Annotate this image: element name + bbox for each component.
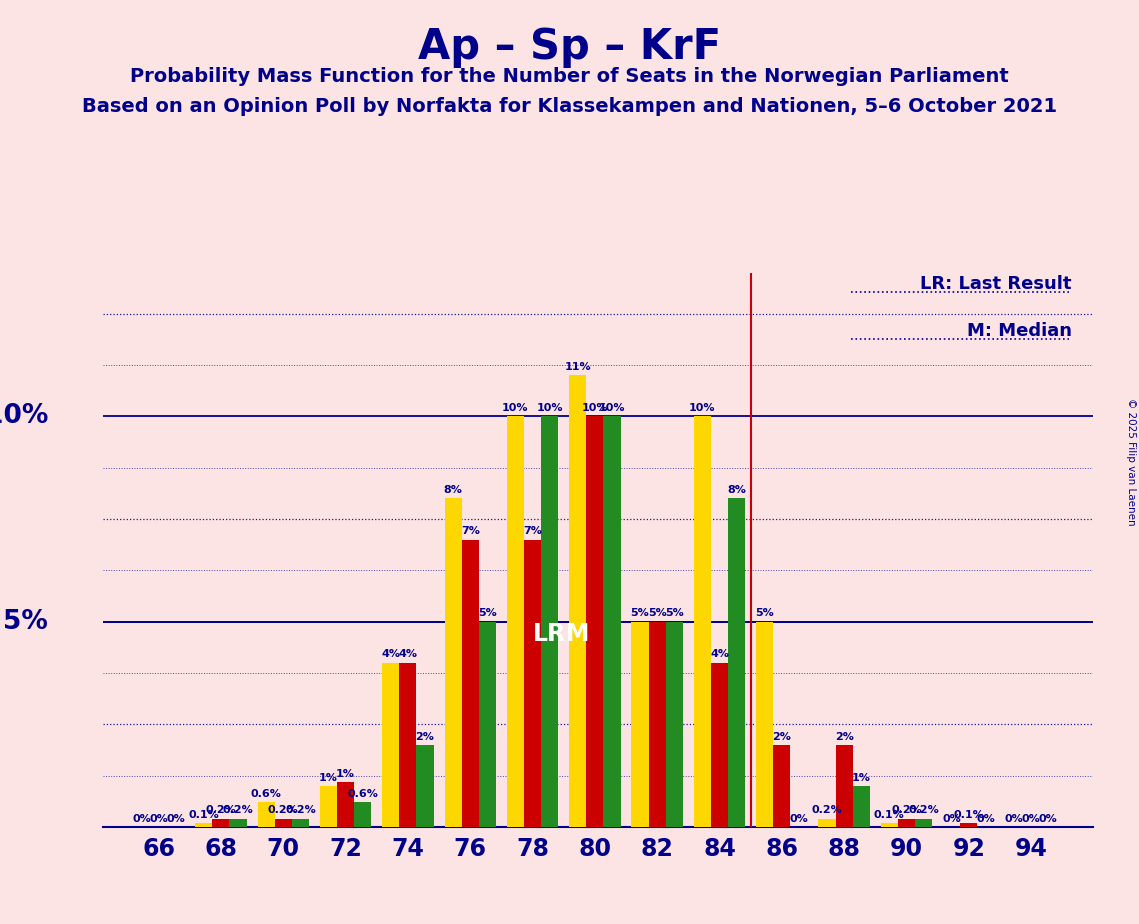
Text: Probability Mass Function for the Number of Seats in the Norwegian Parliament: Probability Mass Function for the Number… (130, 67, 1009, 86)
Text: 0.2%: 0.2% (205, 806, 236, 816)
Text: 11%: 11% (565, 362, 591, 372)
Text: 0.1%: 0.1% (188, 809, 219, 820)
Text: 10%: 10% (0, 403, 48, 430)
Bar (257, 802, 274, 827)
Text: 8%: 8% (727, 485, 746, 495)
Text: 4%: 4% (382, 650, 400, 660)
Bar (819, 819, 836, 827)
Bar (666, 622, 683, 827)
Text: 2%: 2% (772, 732, 792, 742)
Text: Ap – Sp – KrF: Ap – Sp – KrF (418, 26, 721, 67)
Text: 10%: 10% (502, 403, 528, 413)
Bar (694, 417, 711, 827)
Text: 0.2%: 0.2% (268, 806, 298, 816)
Text: 1%: 1% (319, 772, 338, 783)
Text: Based on an Opinion Poll by Norfakta for Klassekampen and Nationen, 5–6 October : Based on an Opinion Poll by Norfakta for… (82, 97, 1057, 116)
Text: 0%: 0% (1005, 814, 1023, 823)
Bar (400, 663, 417, 827)
Text: 0.6%: 0.6% (347, 789, 378, 799)
Text: 10%: 10% (689, 403, 715, 413)
Text: 0%: 0% (1022, 814, 1041, 823)
Text: 10%: 10% (582, 403, 608, 413)
Bar (587, 417, 604, 827)
Text: 0.2%: 0.2% (285, 806, 316, 816)
Text: 1%: 1% (852, 772, 870, 783)
Bar (444, 498, 461, 827)
Text: 0%: 0% (789, 814, 809, 823)
Bar (604, 417, 621, 827)
Bar (836, 745, 853, 827)
Bar (337, 782, 354, 827)
Bar (728, 498, 745, 827)
Text: 0.2%: 0.2% (908, 806, 939, 816)
Bar (631, 622, 648, 827)
Text: 10%: 10% (599, 403, 625, 413)
Text: 0%: 0% (976, 814, 995, 823)
Text: 4%: 4% (710, 650, 729, 660)
Bar (417, 745, 434, 827)
Bar (711, 663, 728, 827)
Text: 5%: 5% (478, 608, 497, 618)
Text: 0%: 0% (132, 814, 150, 823)
Bar (853, 786, 870, 827)
Text: LR: LR (533, 622, 566, 646)
Bar (960, 823, 977, 827)
Bar (756, 622, 773, 827)
Text: 0%: 0% (942, 814, 961, 823)
Bar (773, 745, 790, 827)
Bar (570, 375, 587, 827)
Text: © 2025 Filip van Laenen: © 2025 Filip van Laenen (1126, 398, 1136, 526)
Text: 5%: 5% (665, 608, 683, 618)
Bar (292, 819, 309, 827)
Text: 0.2%: 0.2% (891, 806, 921, 816)
Text: 7%: 7% (461, 527, 480, 536)
Text: M: M (566, 622, 589, 646)
Text: 8%: 8% (443, 485, 462, 495)
Text: 0.1%: 0.1% (953, 809, 984, 820)
Bar (212, 819, 229, 827)
Bar (354, 802, 371, 827)
Text: 7%: 7% (523, 527, 542, 536)
Bar (274, 819, 292, 827)
Bar (320, 786, 337, 827)
Text: 0%: 0% (166, 814, 186, 823)
Text: 0%: 0% (1039, 814, 1058, 823)
Text: 0.1%: 0.1% (874, 809, 904, 820)
Text: 10%: 10% (536, 403, 563, 413)
Bar (229, 819, 247, 827)
Bar (880, 823, 898, 827)
Bar (383, 663, 400, 827)
Bar (648, 622, 666, 827)
Text: 0.2%: 0.2% (223, 806, 254, 816)
Text: 2%: 2% (835, 732, 853, 742)
Text: 0%: 0% (149, 814, 167, 823)
Bar (898, 819, 915, 827)
Text: 4%: 4% (399, 650, 417, 660)
Text: 1%: 1% (336, 769, 355, 779)
Text: LR: Last Result: LR: Last Result (920, 275, 1072, 293)
Bar (461, 540, 478, 827)
Bar (507, 417, 524, 827)
Text: 5%: 5% (3, 609, 48, 635)
Text: 5%: 5% (755, 608, 775, 618)
Bar (195, 823, 212, 827)
Bar (541, 417, 558, 827)
Text: 5%: 5% (631, 608, 649, 618)
Text: M: Median: M: Median (967, 322, 1072, 340)
Text: 5%: 5% (648, 608, 666, 618)
Bar (915, 819, 932, 827)
Bar (478, 622, 495, 827)
Bar (524, 540, 541, 827)
Text: 0.6%: 0.6% (251, 789, 281, 799)
Text: 2%: 2% (416, 732, 434, 742)
Text: 0.2%: 0.2% (812, 806, 843, 816)
